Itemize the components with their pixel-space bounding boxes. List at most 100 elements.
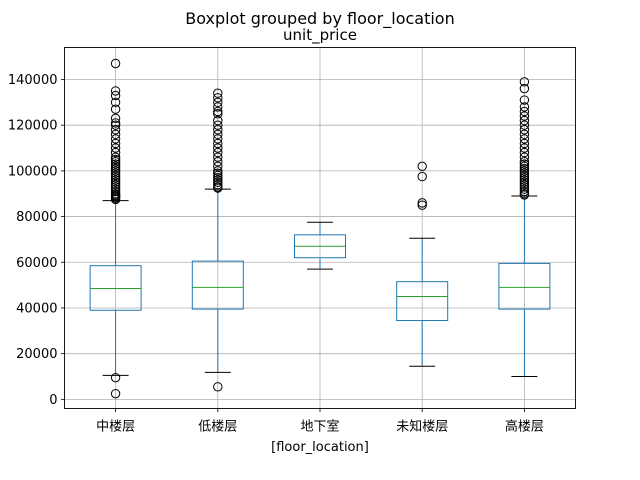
outlier-point <box>110 129 121 140</box>
outlier-point <box>110 161 121 172</box>
outlier-point <box>213 93 223 103</box>
outlier-point <box>213 125 223 135</box>
outlier-point <box>519 179 530 190</box>
y-tick-label: 60000 <box>16 256 57 271</box>
outlier-point <box>519 77 530 87</box>
outlier-point <box>110 147 121 158</box>
outlier-point <box>519 177 530 188</box>
outlier-point <box>110 58 121 69</box>
outlier-point <box>110 170 121 181</box>
outlier-point <box>417 200 427 210</box>
outlier-point <box>519 143 530 153</box>
outlier-point <box>213 129 223 140</box>
y-tick-label: 100000 <box>8 164 58 179</box>
outlier-point <box>519 184 530 194</box>
outlier-point <box>213 173 223 183</box>
outlier-point <box>519 168 530 178</box>
outlier-point <box>213 102 223 112</box>
boxplot-series <box>89 58 551 399</box>
box-group <box>191 88 244 392</box>
outlier-point <box>519 102 530 112</box>
outlier-point <box>110 120 121 130</box>
outlier-point <box>110 138 121 149</box>
chart-title: unit_price <box>283 26 357 45</box>
outlier-point <box>519 111 530 121</box>
chart-suptitle: Boxplot grouped by floor_location <box>185 9 454 29</box>
outlier-point <box>213 175 223 185</box>
x-tick-label: 中楼层 <box>96 420 135 435</box>
outlier-point <box>417 161 427 172</box>
outlier-point <box>213 157 223 167</box>
outlier-point <box>110 166 121 176</box>
outlier-point <box>110 175 121 185</box>
outlier-point <box>519 186 530 197</box>
box-group <box>396 161 449 367</box>
y-tick-label: 80000 <box>16 210 57 225</box>
outlier-point <box>519 173 530 183</box>
box-group <box>498 77 551 378</box>
outlier-point <box>110 152 121 162</box>
outlier-point <box>110 104 121 114</box>
outlier-point <box>213 147 223 158</box>
y-axis: 0 20000 40000 60000 80000 100000 120000 140000 <box>8 73 65 408</box>
outlier-point <box>110 134 121 144</box>
outlier-point <box>417 198 427 208</box>
outlier-point <box>110 173 121 183</box>
outlier-point <box>519 157 530 167</box>
outlier-point <box>519 147 530 158</box>
outlier-point <box>213 382 223 392</box>
outlier-point <box>213 177 223 188</box>
outlier-point <box>110 388 121 399</box>
outlier-point <box>213 88 223 98</box>
outlier-point <box>213 106 223 117</box>
outlier-point <box>519 159 530 169</box>
y-tick-label: 140000 <box>8 73 58 88</box>
outlier-point <box>110 189 121 199</box>
box-group <box>89 58 142 399</box>
outlier-point <box>213 97 223 108</box>
x-tick-label: 高楼层 <box>505 419 544 435</box>
outlier-point <box>110 113 121 124</box>
outlier-point <box>519 120 530 130</box>
outlier-point <box>213 161 223 172</box>
outlier-point <box>519 83 530 94</box>
outlier-point <box>213 143 223 153</box>
x-axis-label: [floor_location] <box>271 440 369 455</box>
outlier-point <box>110 159 121 169</box>
x-tick-label: 未知楼层 <box>396 419 448 435</box>
outlier-point <box>213 115 223 126</box>
outlier-point <box>110 372 121 383</box>
outlier-point <box>110 163 121 174</box>
outlier-point <box>519 182 530 192</box>
outlier-point <box>110 184 121 194</box>
outlier-point <box>213 120 223 130</box>
outlier-point <box>110 125 121 135</box>
outlier-point <box>213 179 223 190</box>
y-tick-label: 0 <box>49 393 57 408</box>
outlier-point <box>110 182 121 192</box>
outlier-point <box>213 170 223 181</box>
outlier-point <box>519 106 530 117</box>
outlier-point <box>519 138 530 149</box>
outlier-point <box>110 157 121 167</box>
outlier-point <box>213 166 223 176</box>
outlier-point <box>110 179 121 190</box>
outlier-point <box>213 109 223 119</box>
y-tick-label: 40000 <box>16 301 57 316</box>
outlier-point <box>519 189 530 199</box>
x-tick-label: 地下室 <box>300 419 339 435</box>
outlier-point <box>519 95 530 105</box>
outlier-point <box>213 138 223 149</box>
iqr-box <box>191 260 244 310</box>
outlier-point <box>519 152 530 162</box>
outlier-point <box>110 177 121 188</box>
x-tick-label: 低楼层 <box>198 420 237 435</box>
outlier-point <box>213 182 223 192</box>
outlier-point <box>110 186 121 197</box>
outlier-point <box>213 168 223 178</box>
outlier-point <box>519 161 530 172</box>
outlier-point <box>519 129 530 140</box>
x-axis: 中楼层 低楼层 地下室 未知楼层 高楼层 <box>96 408 544 435</box>
outlier-point <box>519 163 530 174</box>
